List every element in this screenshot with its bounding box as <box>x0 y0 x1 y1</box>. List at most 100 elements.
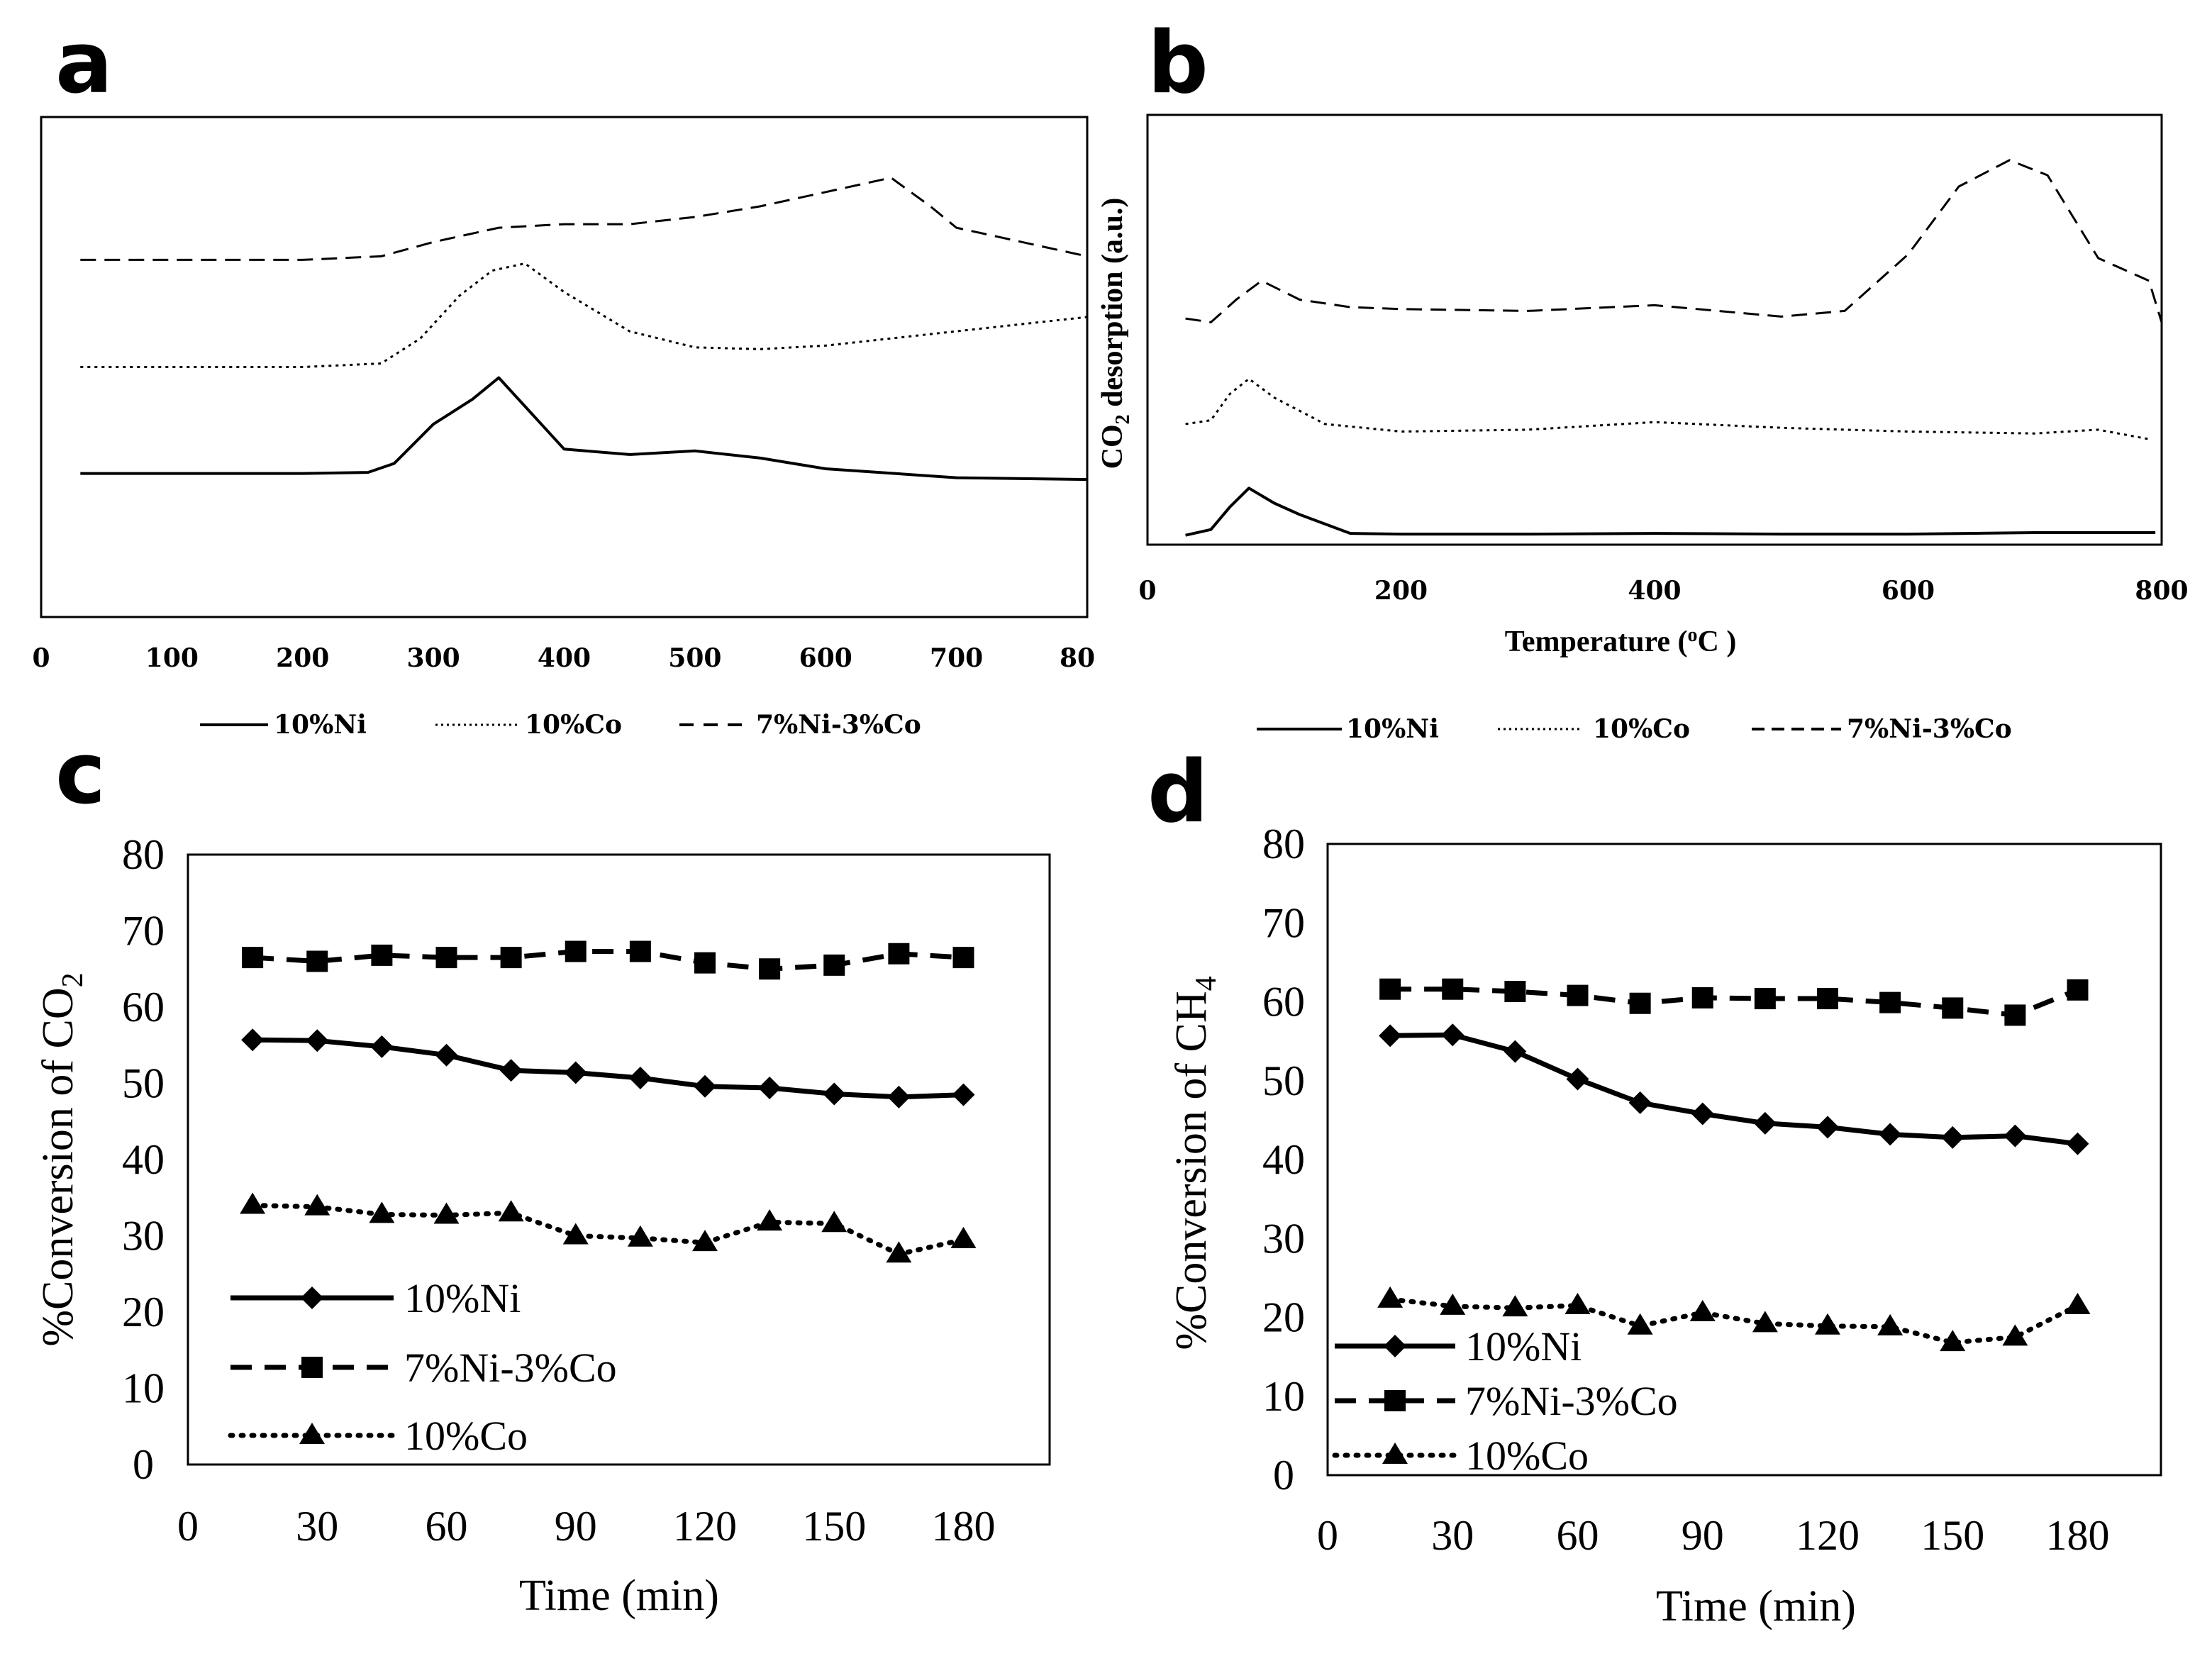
panel-d-point-10pctco-45 <box>1502 1295 1528 1317</box>
panel-c-series-10pctni <box>252 1037 964 1100</box>
panel-c-point-10pctni-120 <box>694 1074 716 1098</box>
panel-c-plot-area <box>187 853 1051 1466</box>
panel-d-xtick-60: 60 <box>1557 1512 1599 1559</box>
panel-d-ytick-70: 70 <box>1262 899 1305 946</box>
panel-c-xtick-120: 120 <box>673 1503 737 1550</box>
panel-d-point-10pctco-165 <box>2002 1324 2028 1346</box>
panel-d-ytick-30: 30 <box>1262 1215 1305 1262</box>
legend-d-marker-co <box>1382 1443 1408 1464</box>
panel-d-point-10pctco-15 <box>1377 1286 1404 1308</box>
legend-c-label-ni: 10%Ni <box>404 1275 521 1321</box>
legend-b-label-nico: 7%Ni-3%Co <box>1847 714 2012 744</box>
panel-d-point-10pctni-45 <box>1504 1040 1527 1063</box>
panel-a-xtick-100: 100 <box>145 643 199 673</box>
panel-label-a: a <box>55 14 113 113</box>
panel-c: 0 30 60 90 120 150 180 0 10 20 30 40 50 60 70 80 <box>122 831 996 1550</box>
panel-c-xtick-150: 150 <box>802 1503 866 1550</box>
panel-d-point-7pctni-3pctco-45 <box>1504 981 1526 1003</box>
panel-c-point-7pctni-3pctco-45 <box>371 944 393 966</box>
panel-b-xlabel: Temperature (oC ) <box>1505 624 1737 658</box>
panel-c-point-7pctni-3pctco-150 <box>823 954 845 976</box>
legend-d-label-co: 10%Co <box>1465 1433 1589 1479</box>
panel-d-point-10pctco-120 <box>1815 1313 1840 1335</box>
legend-c-label-co: 10%Co <box>404 1413 528 1459</box>
panel-d-series-10pctni <box>1390 1032 2078 1147</box>
panel-c-point-7pctni-3pctco-120 <box>694 952 716 974</box>
panel-c-point-7pctni-3pctco-135 <box>759 958 781 980</box>
panel-d-ylabel: %Conversion of CH4 <box>1167 976 1223 1350</box>
panel-d-point-10pctco-30 <box>1440 1293 1466 1315</box>
panel-a-xtick-700: 700 <box>930 643 983 673</box>
panel-d-point-10pctco-180 <box>2064 1292 2091 1314</box>
panel-d-point-7pctni-3pctco-90 <box>1691 987 1713 1008</box>
panel-c-point-7pctni-3pctco-75 <box>500 947 522 969</box>
panel-d-ytick-60: 60 <box>1262 979 1305 1026</box>
panel-d-point-7pctni-3pctco-150 <box>1942 997 1964 1019</box>
panel-c-point-10pctni-180 <box>952 1083 975 1106</box>
panel-d-point-7pctni-3pctco-105 <box>1754 988 1776 1010</box>
panel-c-point-10pctni-30 <box>306 1029 329 1052</box>
panel-d-point-10pctni-135 <box>1879 1123 1902 1146</box>
panel-c-point-10pctni-165 <box>887 1085 911 1108</box>
panel-d-plot-area <box>1326 843 2162 1477</box>
panel-a-series-10pctni <box>80 376 1088 482</box>
panel-c-point-10pctni-15 <box>241 1028 265 1052</box>
panel-d-point-7pctni-3pctco-165 <box>2004 1004 2026 1026</box>
panel-c-point-10pctni-135 <box>758 1076 782 1099</box>
panel-c-xtick-60: 60 <box>426 1503 468 1550</box>
legend-a-label-co: 10%Co <box>525 710 622 740</box>
panel-c-point-10pctco-165 <box>886 1241 912 1263</box>
panel-c-point-7pctni-3pctco-90 <box>565 940 587 962</box>
panel-d-point-10pctni-60 <box>1566 1067 1589 1091</box>
legend-d-label-ni: 10%Ni <box>1465 1323 1582 1369</box>
panel-c-series-7pctni-3pctco <box>252 949 964 972</box>
panel-d-point-7pctni-3pctco-180 <box>2067 979 2089 1001</box>
panel-d-point-10pctni-30 <box>1441 1023 1465 1047</box>
legend-b-label-ni: 10%Ni <box>1346 714 1439 744</box>
panel-d-xtick-90: 90 <box>1682 1512 1724 1559</box>
panel-d-point-10pctni-15 <box>1379 1024 1402 1047</box>
panel-d-series-7pctni-3pctco <box>1390 987 2079 1018</box>
panel-b: 0 200 400 600 800 <box>1138 159 2189 606</box>
panel-c-point-7pctni-3pctco-165 <box>888 943 910 965</box>
panel-label-b: b <box>1147 14 1208 113</box>
panel-b-xtick-800: 800 <box>2135 576 2188 606</box>
panel-c-point-7pctni-3pctco-60 <box>435 947 457 969</box>
panel-c-xtick-30: 30 <box>296 1503 338 1550</box>
panel-d-point-7pctni-3pctco-120 <box>1817 988 1838 1010</box>
panel-c-point-10pctco-180 <box>950 1226 977 1248</box>
panel-d-ytick-50: 50 <box>1262 1057 1305 1104</box>
panel-a-xtick-600: 600 <box>799 643 852 673</box>
panel-c-xtick-180: 180 <box>932 1503 996 1550</box>
panel-c-point-10pctco-15 <box>240 1192 266 1214</box>
panel-a-series-7pctni-3pctco <box>80 177 1088 261</box>
panel-a-xtick-400: 400 <box>538 643 591 673</box>
panel-b-series-10pctni <box>1185 487 2156 537</box>
panel-c-ylabel: %Conversion of CO2 <box>34 972 89 1346</box>
panel-c-ytick-60: 60 <box>122 984 165 1030</box>
panel-c-point-10pctco-30 <box>304 1194 330 1216</box>
panel-b-ylabel: CO2 desorption (a.u.) <box>1096 198 1134 469</box>
panel-c-point-10pctni-60 <box>435 1043 458 1067</box>
panel-b-xtick-0: 0 <box>1138 576 1156 606</box>
panel-c-xtick-0: 0 <box>177 1503 199 1550</box>
panel-d-ytick-20: 20 <box>1262 1294 1305 1341</box>
panel-d-point-10pctni-180 <box>2066 1132 2089 1155</box>
panel-c-point-10pctni-75 <box>499 1059 523 1082</box>
panel-c-ytick-80: 80 <box>122 831 165 878</box>
panel-d-point-7pctni-3pctco-60 <box>1567 984 1589 1006</box>
panel-label-c: c <box>55 725 106 823</box>
panel-c-point-10pctni-150 <box>823 1082 846 1106</box>
panel-b-plot-area <box>1146 113 2163 546</box>
panel-d-point-7pctni-3pctco-15 <box>1379 978 1401 1000</box>
panel-c-ytick-50: 50 <box>122 1060 165 1107</box>
legend-d: 10%Ni 7%Ni-3%Co 10%Co <box>1332 1323 1678 1479</box>
legend-b: 10%Ni 10%Co 7%Ni-3%Co <box>1257 714 2012 744</box>
panel-c-ytick-40: 40 <box>122 1136 165 1183</box>
panel-c-xlabel: Time (min) <box>519 1572 719 1620</box>
legend-d-marker-ni <box>1384 1335 1406 1357</box>
panel-d-point-10pctni-105 <box>1753 1111 1777 1135</box>
panel-d-xtick-180: 180 <box>2046 1512 2110 1559</box>
panel-c-point-7pctni-3pctco-30 <box>306 950 328 972</box>
